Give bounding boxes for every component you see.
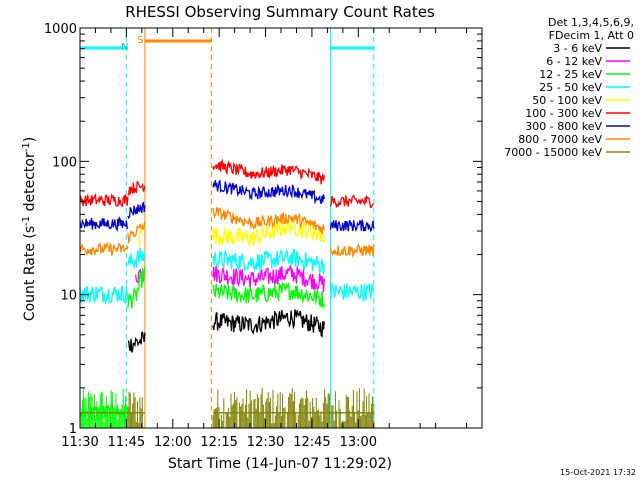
x-tick-label: 11:45 bbox=[108, 435, 145, 450]
series-800-7000-kev-segment-1 bbox=[79, 240, 129, 257]
y-tick-label: 1000 bbox=[44, 22, 77, 37]
x-tick-label: 12:00 bbox=[154, 435, 191, 450]
series-25-50-kev-segment-2 bbox=[127, 247, 146, 270]
legend-label: 50 - 100 keV bbox=[532, 94, 602, 107]
x-tick-label: 11:30 bbox=[61, 435, 98, 450]
x-tick-label: 12:15 bbox=[200, 435, 237, 450]
y-axis-label-sup1: -1 bbox=[21, 216, 32, 226]
series-3-6-kev-segment-2 bbox=[212, 309, 325, 338]
series-300-800-kev-segment-2 bbox=[127, 201, 146, 220]
series-100-300-kev-segment-1 bbox=[79, 192, 129, 207]
series-25-50-kev-segment-3 bbox=[212, 248, 325, 275]
y-tick-label: 100 bbox=[52, 155, 77, 170]
series-800-7000-kev-segment-4 bbox=[329, 242, 375, 259]
event-annotation-s: S bbox=[137, 35, 143, 46]
legend-header-line-1: Det 1,3,4,5,6,9, bbox=[548, 16, 634, 29]
y-axis-label-main: Count Rate (s bbox=[22, 226, 38, 321]
date-stamp: 15-Oct-2021 17:32 bbox=[560, 468, 636, 477]
series-12-25-kev-segment-1 bbox=[79, 401, 129, 422]
legend-header-line-2: FDecim 1, Att 0 bbox=[549, 29, 634, 42]
y-tick-label: 10 bbox=[60, 289, 77, 304]
event-annotation-n: N bbox=[121, 42, 128, 53]
legend-label: 25 - 50 keV bbox=[539, 81, 602, 94]
legend-label: 3 - 6 keV bbox=[553, 42, 602, 55]
plot-frame bbox=[79, 27, 483, 429]
x-tick-label: 13:00 bbox=[340, 435, 377, 450]
y-axis-label-mid: detector bbox=[22, 152, 38, 216]
legend-label: 6 - 12 keV bbox=[546, 55, 602, 68]
series-50-100-kev-segment-2 bbox=[212, 216, 325, 247]
plot-area: NS 1 10 100 1000 11:30 11:45 12:00 12:15 12:30 12:… bbox=[44, 22, 483, 450]
series-25-50-kev-segment-1 bbox=[79, 285, 129, 305]
series-12-25-kev-segment-3 bbox=[212, 281, 325, 308]
series-100-300-kev-segment-4 bbox=[329, 194, 374, 209]
x-tick-label: 12:45 bbox=[293, 435, 330, 450]
low-count-band-olive-late bbox=[212, 387, 375, 428]
legend-label: 300 - 800 keV bbox=[525, 120, 602, 133]
chart-title: RHESSI Observing Summary Count Rates bbox=[125, 3, 435, 21]
series-300-800-kev-segment-1 bbox=[79, 215, 129, 232]
series-800-7000-kev-segment-2 bbox=[127, 220, 146, 245]
legend: Det 1,3,4,5,6,9, FDecim 1, Att 0 3 - 6 k… bbox=[504, 16, 634, 159]
series-100-300-kev-segment-2 bbox=[127, 180, 146, 197]
x-tick-label: 12:30 bbox=[247, 435, 284, 450]
y-tick-label: 1 bbox=[69, 422, 77, 437]
series-100-300-kev-segment-3 bbox=[212, 158, 325, 185]
series-3-6-kev-segment-1 bbox=[127, 331, 146, 353]
y-axis-label-end: ) bbox=[22, 137, 38, 142]
series-12-25-kev-segment-2 bbox=[127, 265, 146, 309]
legend-label: 12 - 25 keV bbox=[539, 68, 602, 81]
low-count-band-olive-early bbox=[127, 391, 143, 428]
legend-label: 7000 - 15000 keV bbox=[504, 146, 602, 159]
legend-label: 100 - 300 keV bbox=[525, 107, 602, 120]
series-300-800-kev-segment-4 bbox=[329, 219, 375, 233]
x-axis-label: Start Time (14-Jun-07 11:29:02) bbox=[168, 456, 392, 472]
legend-label: 800 - 7000 keV bbox=[518, 133, 602, 146]
series-300-800-kev-segment-3 bbox=[212, 179, 325, 205]
series-800-7000-kev-segment-3 bbox=[212, 206, 325, 235]
y-axis-label-sup2: -1 bbox=[21, 142, 32, 152]
series-6-12-kev-segment-2 bbox=[212, 265, 325, 292]
series-25-50-kev-segment-4 bbox=[329, 282, 375, 302]
y-axis-label: Count Rate (s-1 detector-1) bbox=[21, 137, 38, 321]
